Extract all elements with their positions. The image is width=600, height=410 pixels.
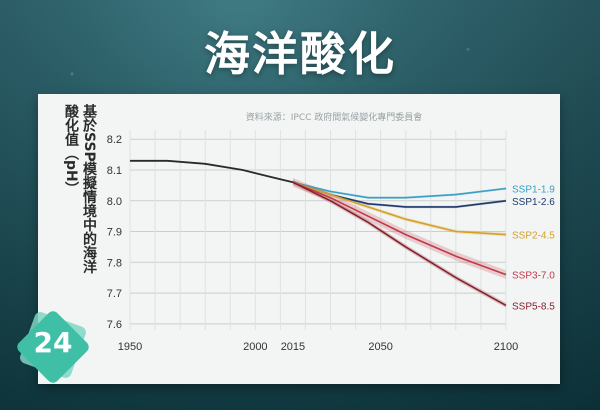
- series-label: SSP5-8.5: [512, 301, 555, 312]
- series-line: [292, 181, 507, 236]
- series-band: [292, 181, 506, 209]
- y-axis-label: 基於SSP模擬情境中的海洋 酸化值（pH）: [12, 104, 98, 314]
- y-tick-label: 7.6: [107, 319, 122, 331]
- series-line-historical: [130, 159, 294, 184]
- series-label: SSP1-1.9: [512, 184, 555, 195]
- page-title: 海洋酸化: [204, 27, 396, 81]
- x-tick-label: 2100: [494, 341, 518, 353]
- y-tick-label: 7.7: [107, 288, 122, 300]
- series-line: [292, 181, 507, 276]
- x-tick-label: 2015: [281, 341, 305, 353]
- y-axis-label-line-2: 酸化值（pH）: [63, 104, 79, 196]
- x-tick-label: 2000: [243, 341, 267, 353]
- series-line: [292, 181, 507, 307]
- series-band: [292, 178, 506, 279]
- x-tick-label: 1950: [118, 341, 142, 353]
- y-tick-label: 7.8: [107, 257, 122, 269]
- x-tick-label: 2050: [368, 341, 392, 353]
- series-label: SSP2-4.5: [512, 231, 555, 242]
- y-tick-label: 7.9: [107, 227, 122, 239]
- y-tick-label: 8.2: [107, 134, 122, 146]
- series-label: SSP3-7.0: [512, 271, 555, 282]
- y-tick-label: 8.0: [107, 196, 122, 208]
- page-number-badge: 24: [14, 308, 92, 386]
- y-tick-label: 8.1: [107, 165, 122, 177]
- badge-number: 24: [33, 326, 73, 359]
- series-line: [292, 181, 507, 199]
- series-label: SSP1-2.6: [512, 197, 555, 208]
- ph-line-chart: 7.6 7.7 7.8 7.9 8.0 8.1 8.2 1950 2000 2015 2050 210…: [107, 130, 555, 353]
- source-note: 資料來源：IPCC 政府間氣候變化專門委員會: [245, 113, 423, 123]
- y-axis-label-line-1: 基於SSP模擬情境中的海洋: [81, 104, 97, 274]
- chart-panel: 資料來源：IPCC 政府間氣候變化專門委員會 7.6 7.7 7.8 7.9 8.0 8.…: [38, 94, 560, 384]
